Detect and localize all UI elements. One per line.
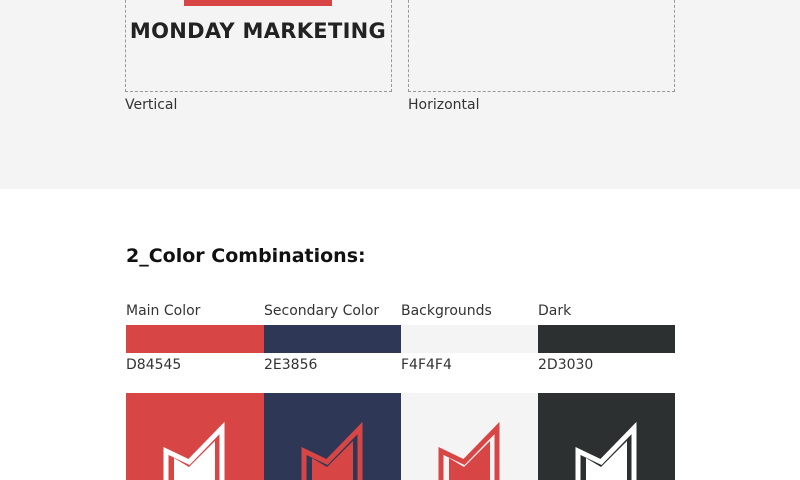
color-swatch: [538, 325, 675, 353]
section-heading: 2_Color Combinations:: [126, 245, 366, 267]
logo-mark-icon: [163, 421, 225, 480]
vertical-logo-frame: [125, 0, 392, 92]
horizontal-logo-frame: [408, 0, 675, 92]
horizontal-label: Horizontal: [408, 97, 480, 113]
color-swatch: [401, 325, 538, 353]
color-combination-tile: [264, 393, 401, 480]
color-combination-tile: [401, 393, 538, 480]
logo-mark-icon: [575, 421, 637, 480]
logo-red-bar: [184, 0, 332, 6]
color-combination-tile: [538, 393, 675, 480]
logo-variants-section: MONDAY MARKETING Vertical Horizontal: [0, 0, 800, 189]
swatch-hex: 2E3856: [264, 357, 318, 373]
swatch-name: Main Color: [126, 303, 201, 319]
color-combination-tile: [126, 393, 264, 480]
color-swatch: [126, 325, 264, 353]
swatch-name: Dark: [538, 303, 572, 319]
logo-mark-icon: [301, 421, 363, 480]
logo-mark-icon: [438, 421, 500, 480]
swatch-name: Secondary Color: [264, 303, 380, 319]
color-swatch: [264, 325, 401, 353]
brand-wordmark: MONDAY MARKETING: [129, 19, 387, 43]
vertical-label: Vertical: [125, 97, 178, 113]
swatch-name: Backgrounds: [401, 303, 492, 319]
swatch-hex: F4F4F4: [401, 357, 452, 373]
swatch-hex: D84545: [126, 357, 182, 373]
swatch-hex: 2D3030: [538, 357, 594, 373]
